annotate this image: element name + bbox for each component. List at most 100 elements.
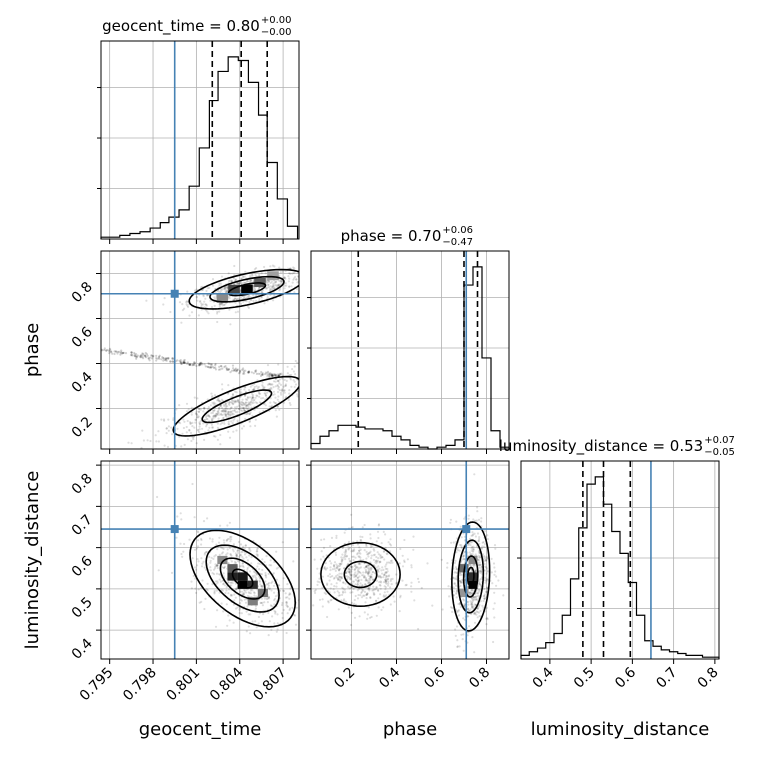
sample-point [197,588,200,591]
sample-point [459,572,462,575]
sample-point [237,407,240,410]
sample-point [456,547,459,550]
sample-point [369,596,372,599]
sample-point [118,350,121,353]
sample-point [478,570,481,573]
sample-point [495,575,498,578]
sample-point [470,588,474,591]
sample-point [205,304,208,307]
sample-point [238,403,241,406]
sample-point [130,351,133,354]
sample-point [215,572,219,575]
sample-point [255,369,258,372]
sample-point [355,573,358,577]
sample-point [389,586,392,589]
sample-point [210,412,213,415]
sample-point [130,353,133,356]
sample-point [272,287,275,291]
sample-point [323,565,326,569]
sample-point [277,566,280,569]
sample-point [281,541,284,544]
sample-point [215,564,218,568]
sample-point [248,300,251,304]
sample-point [191,436,194,439]
sample-point [370,554,373,557]
sample-point [284,282,287,285]
sample-point [254,424,257,427]
sample-point [340,559,343,563]
sample-point [216,426,219,429]
sample-point [199,299,202,303]
sample-point [180,321,183,324]
sample-point [476,510,479,513]
sample-point [245,300,248,303]
sample-point [264,392,267,395]
sample-point [477,539,480,542]
sample-point [206,414,209,417]
sample-point [351,580,354,583]
sample-point [384,580,388,583]
sample-point [274,612,277,615]
contour-line [205,544,280,613]
sample-point [278,280,281,283]
sample-point [384,565,387,568]
sample-point [326,567,329,570]
sample-point [269,288,272,291]
sample-point [286,365,289,368]
sample-point [375,559,378,562]
sample-point [283,284,286,287]
sample-point [342,556,345,559]
sample-point [233,593,236,596]
sample-point [471,550,475,553]
sample-point [321,369,323,371]
sample-point [486,557,489,560]
title-phase: phase = 0.70 +0.06−0.47 [341,225,473,248]
sample-point [277,400,281,403]
sample-point [369,545,373,549]
sample-point [196,428,199,431]
sample-point [274,409,277,412]
sample-point [197,363,201,366]
sample-point [340,577,343,580]
sample-point [403,559,406,562]
sample-point [263,302,266,305]
sample-point [181,303,184,306]
sample-point [384,533,387,536]
sample-point [469,564,472,567]
sample-point [199,420,202,423]
sample-point [308,392,310,394]
sample-point [195,295,198,298]
sample-point [244,390,247,393]
sample-point [256,547,259,550]
sample-point [222,410,225,413]
sample-point [242,367,245,370]
sample-point [235,555,238,558]
sample-point [330,536,334,540]
sample-point [370,576,373,579]
sample-point [475,570,478,573]
sample-point [236,606,239,609]
sample-point [296,395,299,398]
sample-point [329,599,332,602]
sample-point [289,587,292,590]
sample-point [228,403,231,406]
x-tick-label: 0.5 [571,665,598,692]
sample-point [232,543,235,546]
sample-point [251,384,254,387]
sample-point [241,550,244,553]
sample-point [216,564,219,567]
sample-point [203,607,206,611]
sample-point [206,398,209,401]
sample-point [188,314,191,317]
sample-point [233,408,236,412]
sample-point [329,587,332,590]
sample-point [250,392,253,395]
sample-point [341,546,344,549]
sample-point [179,360,182,364]
sample-point [246,605,249,608]
sample-point [183,358,186,362]
sample-point [328,573,331,576]
sample-point [278,382,281,385]
sample-point [356,576,359,579]
sample-point [235,556,238,559]
